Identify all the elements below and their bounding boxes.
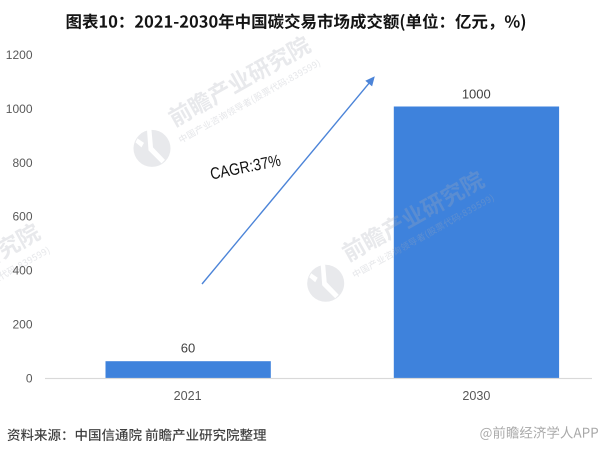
svg-text:60: 60	[181, 340, 195, 355]
svg-text:600: 600	[12, 210, 32, 224]
svg-text:800: 800	[12, 156, 32, 170]
svg-text:2021: 2021	[174, 389, 202, 403]
svg-text:1000: 1000	[6, 102, 33, 116]
svg-text:0: 0	[26, 371, 33, 385]
svg-text:200: 200	[12, 318, 32, 332]
svg-text:1000: 1000	[462, 87, 491, 102]
svg-text:2030: 2030	[462, 389, 490, 403]
svg-text:400: 400	[12, 264, 32, 278]
svg-text:1200: 1200	[6, 48, 33, 62]
